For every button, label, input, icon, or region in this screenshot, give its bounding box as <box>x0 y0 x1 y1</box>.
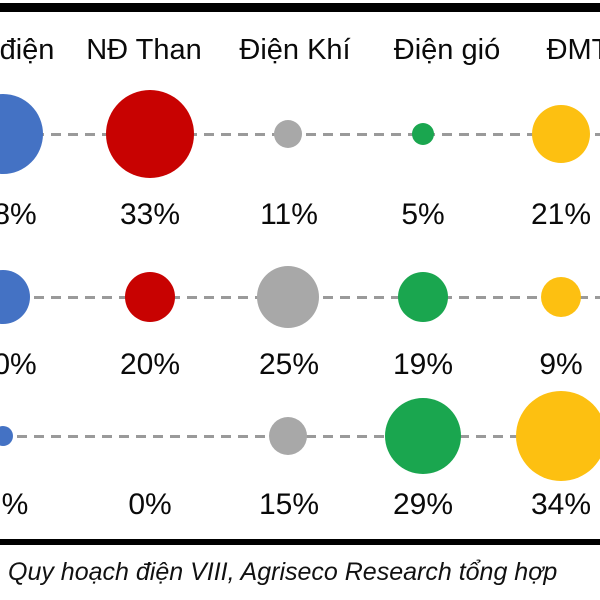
bubble-value-label: 0% <box>0 348 37 381</box>
bubble-value-label: 5% <box>401 198 445 231</box>
bubble <box>125 272 175 322</box>
column-header: NĐ Than <box>86 34 202 66</box>
bubble <box>0 270 30 324</box>
bubble <box>257 266 319 328</box>
bubble <box>0 426 13 446</box>
bubble <box>412 123 434 145</box>
bubble-value-label: 21% <box>530 198 592 231</box>
bottom-border-line <box>0 539 600 545</box>
bubble <box>274 120 302 148</box>
bubble <box>0 94 43 174</box>
bubble <box>385 398 461 474</box>
bubble-value-label: 19% <box>392 348 454 381</box>
bubble-value-label: 9% <box>539 348 583 381</box>
bubble-value-label: 15% <box>258 488 320 521</box>
column-header: Điện Khí <box>239 34 351 66</box>
bubble-value-label: 25% <box>258 348 320 381</box>
bubble <box>106 90 194 178</box>
bubble <box>516 391 600 481</box>
bubble <box>269 417 307 455</box>
column-header: Điện gió <box>393 34 501 66</box>
source-caption: Quy hoạch điện VIII, Agriseco Research t… <box>8 558 558 586</box>
bubble-value-label: 20% <box>119 348 181 381</box>
bubble <box>398 272 448 322</box>
bubble-value-label: 34% <box>530 488 592 521</box>
top-border-line <box>0 3 600 12</box>
bubble-value-label: 8% <box>0 198 37 231</box>
bubble-value-label: 11% <box>260 198 318 231</box>
bubble-value-label: % <box>1 488 29 521</box>
bubble <box>541 277 581 317</box>
column-header: ĐMT <box>546 34 600 66</box>
bubble-value-label: 29% <box>392 488 454 521</box>
bubble <box>532 105 590 163</box>
bubble-value-label: 33% <box>119 198 181 231</box>
column-header: điện <box>0 34 55 66</box>
bubble-value-label: 0% <box>128 488 172 521</box>
